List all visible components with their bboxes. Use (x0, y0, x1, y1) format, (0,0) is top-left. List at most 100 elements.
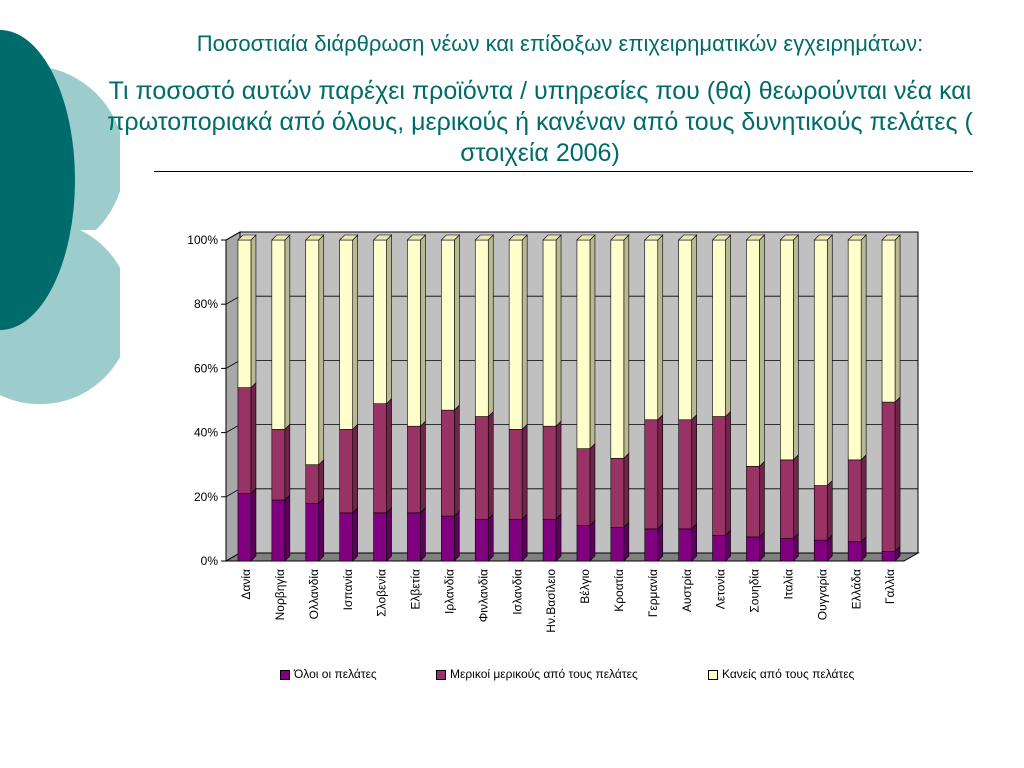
bar-none-top (338, 234, 359, 241)
bar-some (237, 387, 252, 494)
bar-none (474, 239, 489, 417)
bar-all-side (623, 521, 630, 562)
bar-none (576, 239, 591, 449)
bar-none-side (420, 234, 426, 427)
bar-some-side (793, 454, 799, 540)
bar-none (373, 239, 387, 405)
bar-none-side (793, 234, 799, 461)
bar-some-side (555, 420, 562, 520)
bar-some (881, 401, 896, 552)
bar-all (678, 528, 692, 562)
bar-all (508, 518, 523, 562)
bar-none-top (881, 234, 901, 241)
bar-all (271, 499, 286, 562)
x-tick-label: Σλοβενία (375, 569, 389, 617)
bar-none (237, 239, 252, 388)
bar-some-side (894, 396, 901, 553)
x-tick-label: Ολλανδία (307, 569, 321, 619)
x-tick-label: Ιρλανδία (443, 569, 457, 614)
x-tick-label: Βέλγιο (578, 569, 592, 604)
title-underline (154, 171, 973, 172)
bar-none-side (555, 234, 562, 427)
bar-some-side (420, 420, 426, 514)
x-tick-label: Ισπανία (341, 569, 355, 610)
legend-swatch (280, 670, 290, 680)
x-tick-label: Ην.Βασίλειο (544, 569, 558, 633)
x-tick-label: Κροατία (612, 569, 626, 612)
bar-all (881, 551, 896, 562)
bar-none (644, 239, 659, 421)
bar-none (610, 239, 625, 459)
bar-all (847, 541, 862, 562)
x-tick-label: Ισλανδία (510, 569, 524, 615)
bar-none (813, 239, 828, 486)
bar-none-side (623, 234, 630, 460)
bar-all (305, 502, 320, 562)
bar-all-side (521, 513, 528, 562)
slide-title: Ποσοστιαία διάρθρωση νέων και επίδοξων ε… (196, 31, 924, 56)
bar-all (576, 525, 591, 562)
bar-some (644, 419, 659, 530)
x-tick-label: Ιταλία (782, 569, 796, 600)
x-tick-label: Ελλάδα (849, 569, 863, 609)
bar-all-side (420, 507, 426, 562)
x-tick-label: Ελβετία (409, 569, 423, 610)
bar-none-side (725, 234, 731, 418)
slide-subtitle: Τι ποσοστό αυτών παρέχει προϊόντα / υπηρ… (107, 77, 973, 167)
bar-all-side (352, 507, 358, 562)
bar-none (542, 239, 557, 427)
bar-none-top (237, 234, 257, 241)
bar-none-top (271, 234, 291, 241)
bar-none-top (305, 234, 325, 241)
bar-some (780, 459, 794, 539)
bar-some-side (657, 414, 664, 530)
bar-all-side (555, 513, 562, 562)
bar-some-side (759, 460, 765, 538)
gridline (225, 231, 918, 241)
bar-none-side (589, 234, 596, 450)
bar-all (644, 528, 659, 562)
bar-none-side (284, 234, 291, 431)
bar-none-top (406, 234, 427, 241)
bar-none-side (521, 234, 528, 431)
bar-all-side (250, 487, 257, 562)
x-tick-label: Σουηδία (748, 569, 762, 613)
bar-all (746, 536, 760, 562)
x-tick-label: Γερμανία (646, 569, 660, 617)
x-tick-label: Λετονία (714, 569, 728, 609)
bar-some (305, 464, 320, 504)
bar-some (271, 429, 286, 501)
y-tick-label: 0% (201, 554, 219, 568)
bar-some (508, 429, 523, 520)
bar-all (474, 518, 489, 562)
bar-some (407, 425, 421, 514)
bar-none (847, 239, 862, 461)
bar-some (610, 457, 625, 528)
bar-none-top (508, 234, 528, 241)
plot-floor (224, 552, 920, 562)
bar-none-side (691, 234, 697, 421)
bar-all (610, 526, 625, 562)
bar-all (813, 539, 828, 562)
bar-none-top (440, 234, 461, 241)
bar-all (542, 518, 557, 562)
bar-none-side (250, 234, 257, 389)
x-tick-label: Ουγγαρία (815, 569, 829, 620)
y-tick-label: 60% (194, 361, 218, 375)
bar-all (237, 493, 252, 562)
bar-none-top (847, 234, 867, 241)
bar-all (339, 512, 353, 562)
x-tick-label: Αυστρία (680, 569, 694, 612)
bar-all-side (657, 523, 664, 562)
bar-none (271, 239, 286, 430)
bar-some (474, 416, 489, 520)
bar-some (813, 485, 828, 541)
bar-all-side (284, 494, 291, 562)
y-tick-label: 40% (194, 426, 218, 440)
bar-none-top (610, 234, 630, 241)
bar-none (305, 239, 320, 465)
bar-none-top (542, 234, 562, 241)
bar-all-side (454, 510, 460, 562)
bar-none (678, 239, 692, 421)
bar-none-side (318, 234, 325, 466)
